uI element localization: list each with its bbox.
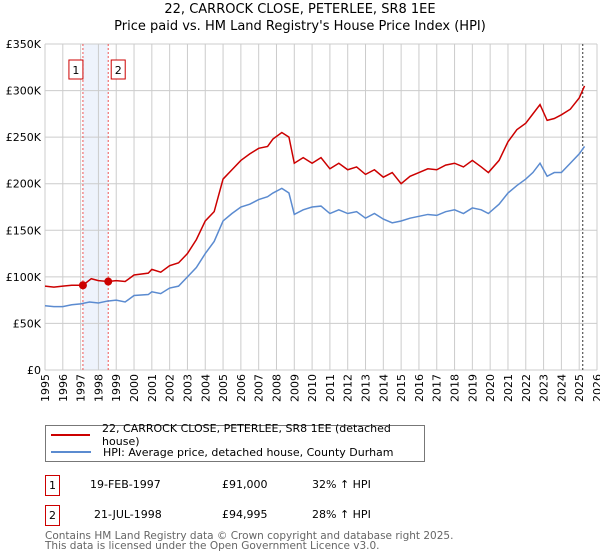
x-tick-label: 2022 [520,374,533,402]
y-tick-label: £100K [6,271,42,284]
legend-item-hpi: HPI: Average price, detached house, Coun… [46,444,394,460]
y-tick-label: £250K [6,131,42,144]
transaction-hpi: 32% ↑ HPI [312,478,371,491]
footer-line: This data is licensed under the Open Gov… [45,540,380,552]
y-tick-label: £0 [27,364,41,377]
legend-label: HPI: Average price, detached house, Coun… [103,445,394,459]
annotation-label: 2 [115,64,122,77]
x-tick-label: 2021 [502,374,515,402]
x-tick-label: 1997 [75,374,88,402]
series-line-hpi [44,146,586,308]
x-tick-label: 2020 [484,374,497,402]
chart-subtitle: Price paid vs. HM Land Registry's House … [114,19,486,34]
chart-title: 22, CARROCK CLOSE, PETERLEE, SR8 1EE [164,2,436,17]
x-tick-label: 2008 [270,374,283,402]
x-tick-label: 2010 [306,374,319,402]
footer-line: Contains HM Land Registry data © Crown c… [45,530,454,542]
sale-point [104,277,113,286]
y-tick-label: £150K [6,224,42,237]
transaction-date: 19-FEB-1997 [90,478,161,491]
x-tick-label: 2002 [164,374,177,402]
x-tick-label: 1995 [39,374,52,402]
x-tick-label: 2013 [360,374,373,402]
legend-label: 22, CARROCK CLOSE, PETERLEE, SR8 1EE (de… [102,422,391,448]
x-tick-label: 2024 [555,374,568,402]
price-chart: 1995 1996 1997 1998 1999 2000 2001 2002 2003 2004… [6,38,600,402]
legend-item-property: 22, CARROCK CLOSE, PETERLEE, SR8 1EE (de… [46,422,424,448]
x-tick-label: 2011 [324,374,337,402]
chart-legend: 22, CARROCK CLOSE, PETERLEE, SR8 1EE (de… [45,422,425,462]
annotation-box [68,59,84,80]
x-tick-label: 2004 [199,374,212,402]
sale-point [78,281,87,290]
annotation-box [110,59,126,80]
legend-swatch-blue [51,451,91,453]
x-tick-label: 2014 [377,374,390,402]
transaction-badge: 2 [45,505,60,526]
x-tick-label: 2019 [466,374,479,402]
x-tick-label: 1996 [57,374,70,402]
y-tick-label: £50K [13,317,42,330]
x-tick-label: 2006 [235,374,248,402]
x-tick-label: 1999 [110,374,123,402]
series-line-property [44,85,586,288]
x-tick-label: 2025 [573,374,586,402]
x-tick-label: 2015 [395,374,408,402]
x-tick-label: 2023 [538,374,551,402]
x-tick-label: 2009 [288,374,301,402]
sale-period-band [82,44,109,370]
x-tick-label: 2007 [253,374,266,402]
x-tick-label: 2016 [413,374,426,402]
x-tick-label: 1998 [92,374,105,402]
transaction-badge: 1 [45,475,60,496]
transaction-price: £91,000 [222,478,268,491]
x-tick-label: 2017 [431,374,444,402]
y-tick-label: £200K [6,178,42,191]
x-tick-label: 2001 [146,374,159,402]
footer: Contains HM Land Registry data © Crown c… [45,530,454,552]
x-tick-label: 2003 [181,374,194,402]
transaction-date: 21-JUL-1998 [94,508,162,521]
x-tick-label: 2026 [591,374,600,402]
y-tick-label: £300K [6,85,42,98]
x-tick-label: 2005 [217,374,230,402]
annotation-label: 1 [72,64,79,77]
legend-swatch-red [51,434,91,436]
x-tick-label: 2018 [449,374,462,402]
y-tick-label: £350K [6,38,42,51]
x-tick-label: 2012 [342,374,355,402]
x-tick-label: 2000 [128,374,141,402]
transaction-hpi: 28% ↑ HPI [312,508,371,521]
transaction-price: £94,995 [222,508,268,521]
